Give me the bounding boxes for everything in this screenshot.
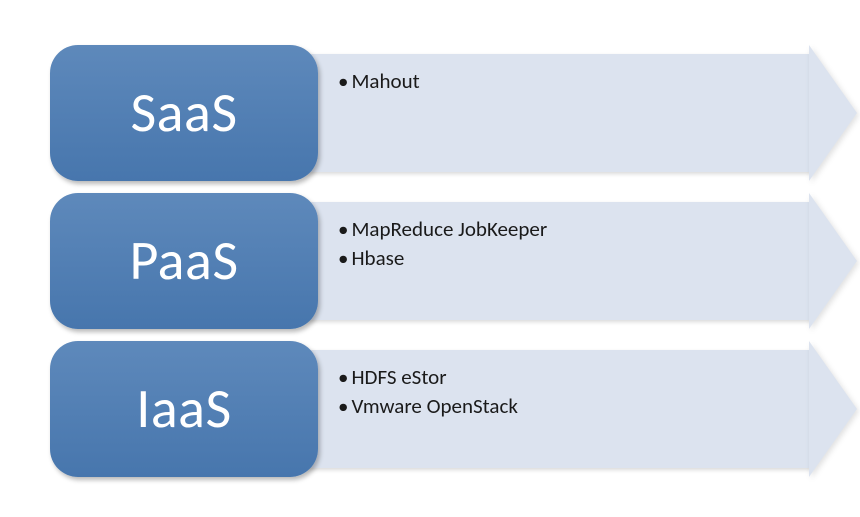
arrow-head-icon bbox=[809, 45, 857, 181]
bullet-icon: • bbox=[338, 364, 348, 390]
list-item: •MapReduce JobKeeper bbox=[338, 215, 778, 244]
tier-label-box: IaaS bbox=[50, 341, 318, 477]
bullet-icon: • bbox=[338, 68, 348, 94]
list-item: •Mahout bbox=[338, 67, 778, 96]
diagram-row-iaas: IaaS •HDFS eStor •Vmware OpenStack bbox=[50, 341, 840, 477]
item-text: HDFS eStor bbox=[351, 364, 446, 390]
tier-items: •MapReduce JobKeeper •Hbase bbox=[338, 215, 778, 273]
tier-label-box: SaaS bbox=[50, 45, 318, 181]
bullet-icon: • bbox=[338, 393, 348, 419]
list-item: •Hbase bbox=[338, 244, 778, 273]
tier-label: SaaS bbox=[130, 79, 237, 147]
item-text: Hbase bbox=[351, 245, 404, 271]
tier-label: IaaS bbox=[136, 375, 232, 443]
arrow-head-icon bbox=[809, 341, 857, 477]
arrow-head-icon bbox=[809, 193, 857, 329]
tier-label-box: PaaS bbox=[50, 193, 318, 329]
list-item: •HDFS eStor bbox=[338, 363, 778, 392]
diagram-row-saas: SaaS •Mahout bbox=[50, 45, 840, 181]
tier-label: PaaS bbox=[129, 227, 238, 295]
bullet-icon: • bbox=[338, 216, 348, 242]
item-text: Vmware OpenStack bbox=[351, 393, 517, 419]
item-text: Mahout bbox=[351, 68, 419, 94]
item-text: MapReduce JobKeeper bbox=[351, 216, 547, 242]
bullet-icon: • bbox=[338, 245, 348, 271]
tier-items: •Mahout bbox=[338, 67, 778, 96]
cloud-stack-diagram: SaaS •Mahout PaaS •MapReduce JobKeeper •… bbox=[50, 45, 840, 489]
list-item: •Vmware OpenStack bbox=[338, 392, 778, 421]
diagram-row-paas: PaaS •MapReduce JobKeeper •Hbase bbox=[50, 193, 840, 329]
tier-items: •HDFS eStor •Vmware OpenStack bbox=[338, 363, 778, 421]
